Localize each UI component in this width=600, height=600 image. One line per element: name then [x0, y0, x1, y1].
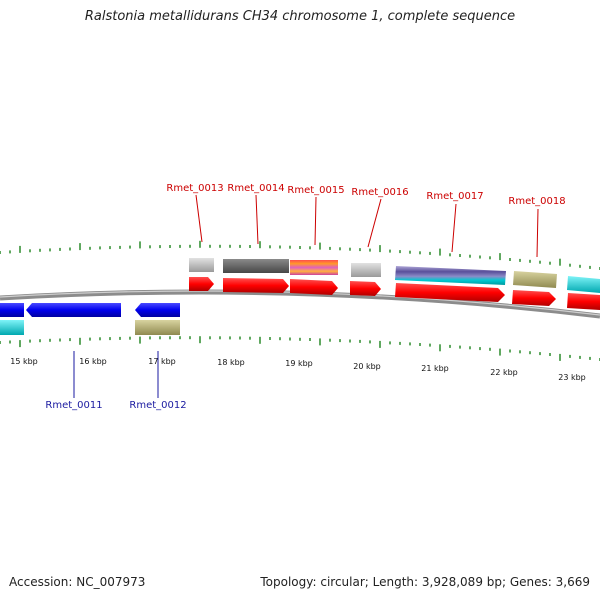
cog-block-rmet-0013[interactable]: [189, 258, 214, 272]
callout-line: [314, 196, 317, 246]
cog-block-rmet-0018[interactable]: [513, 271, 557, 288]
cds-arrow-rmet-0014[interactable]: [223, 278, 289, 293]
forward-gene-labels: Rmet_0013 Rmet_0014 Rmet_0015 Rmet_0016 …: [166, 183, 566, 258]
kbp-label: 15 kbp: [10, 357, 38, 366]
kbp-label: 23 kbp: [558, 373, 586, 382]
backbone-ring: [0, 289, 600, 319]
genome-summary-text: Topology: circular; Length: 3,928,089 bp…: [260, 575, 590, 589]
kbp-label: 16 kbp: [79, 357, 107, 366]
gene-label-rmet-0011[interactable]: Rmet_0011: [45, 400, 102, 411]
cog-block-rmet-0014[interactable]: [223, 259, 289, 273]
cog-block-next[interactable]: [567, 276, 600, 293]
cds-arrow-rmet-0013[interactable]: [189, 277, 214, 291]
cog-block-rmet-0017[interactable]: [395, 266, 506, 285]
gene-label-rmet-0013[interactable]: Rmet_0013: [166, 183, 223, 194]
callout-line: [536, 208, 539, 258]
cog-block-rmet-0012[interactable]: [135, 320, 180, 335]
kbp-label: 19 kbp: [285, 359, 313, 368]
gene-label-rmet-0012[interactable]: Rmet_0012: [129, 400, 186, 411]
gene-label-rmet-0016[interactable]: Rmet_0016: [351, 187, 408, 198]
gene-label-rmet-0014[interactable]: Rmet_0014: [227, 183, 284, 194]
callout-line: [195, 194, 203, 243]
cog-block-rev-left[interactable]: [0, 320, 24, 335]
tick-marks-bottom: [0, 336, 600, 361]
cds-arrow-rmet-0015[interactable]: [290, 279, 338, 295]
kbp-label: 22 kbp: [490, 368, 518, 377]
cds-arrow-next[interactable]: [567, 293, 600, 310]
tick-marks-top: [0, 240, 600, 270]
gene-label-rmet-0015[interactable]: Rmet_0015: [287, 185, 344, 196]
callout-line: [451, 203, 457, 253]
map-title: Ralstonia metallidurans CH34 chromosome …: [84, 9, 516, 24]
cds-arrow-rev-left[interactable]: [0, 303, 24, 317]
accession-text: Accession: NC_007973: [9, 575, 146, 589]
kbp-label: 17 kbp: [148, 357, 176, 366]
gene-label-rmet-0018[interactable]: Rmet_0018: [508, 196, 565, 207]
callout-line: [367, 198, 382, 248]
cds-arrow-rmet-0011[interactable]: [26, 303, 121, 317]
cds-arrow-rmet-0012[interactable]: [135, 303, 180, 317]
cds-arrow-rmet-0016[interactable]: [350, 281, 381, 296]
gene-label-rmet-0017[interactable]: Rmet_0017: [426, 191, 483, 202]
kbp-scale: 15 kbp 16 kbp 17 kbp 18 kbp 19 kbp 20 kb…: [10, 357, 586, 382]
cog-block-rmet-0015[interactable]: [290, 260, 338, 275]
cds-arrow-rmet-0018[interactable]: [512, 290, 556, 306]
kbp-label: 21 kbp: [421, 364, 449, 373]
kbp-label: 18 kbp: [217, 358, 245, 367]
callout-line: [255, 194, 259, 245]
cog-block-rmet-0016[interactable]: [351, 263, 381, 277]
cds-arrow-rmet-0017[interactable]: [395, 283, 505, 302]
kbp-label: 20 kbp: [353, 362, 381, 371]
reverse-gene-labels: Rmet_0011 Rmet_0012: [45, 351, 187, 411]
